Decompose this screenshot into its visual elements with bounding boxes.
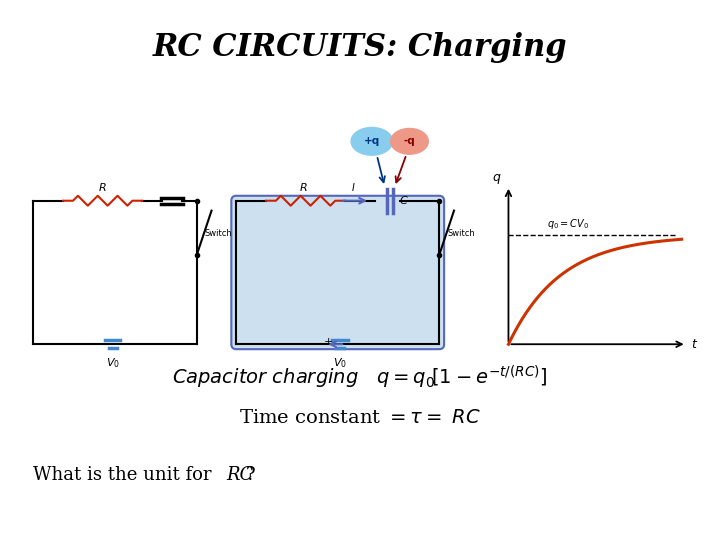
Text: $q_0 = CV_0$: $q_0 = CV_0$ bbox=[546, 218, 589, 232]
Text: $\mathbf{\mathit{Capacitor\ charging}}$$\quad\mathit{q = q_0}\!\left[1 - e^{-t/(: $\mathbf{\mathit{Capacitor\ charging}}$$… bbox=[172, 364, 548, 391]
Text: q: q bbox=[492, 171, 500, 184]
FancyBboxPatch shape bbox=[231, 196, 444, 349]
Text: $V_0$: $V_0$ bbox=[333, 356, 347, 370]
Text: R: R bbox=[300, 183, 307, 193]
Text: Switch: Switch bbox=[447, 229, 475, 238]
Text: Switch: Switch bbox=[204, 229, 233, 238]
Text: $V_0$: $V_0$ bbox=[106, 356, 120, 370]
Text: RC CIRCUITS: Charging: RC CIRCUITS: Charging bbox=[153, 32, 567, 64]
Text: I: I bbox=[351, 183, 354, 193]
Text: C: C bbox=[400, 195, 408, 206]
Text: R: R bbox=[99, 183, 107, 193]
Text: +q: +q bbox=[364, 136, 380, 146]
Text: What is the unit for: What is the unit for bbox=[33, 466, 217, 484]
Text: RC: RC bbox=[226, 466, 253, 484]
Ellipse shape bbox=[351, 127, 392, 155]
Text: +: + bbox=[324, 338, 333, 347]
Ellipse shape bbox=[391, 129, 428, 154]
Text: t: t bbox=[691, 338, 696, 350]
Text: Time constant $= \tau =$ $RC$: Time constant $= \tau =$ $RC$ bbox=[239, 409, 481, 427]
Text: -q: -q bbox=[404, 136, 415, 146]
Text: ?: ? bbox=[246, 466, 256, 484]
